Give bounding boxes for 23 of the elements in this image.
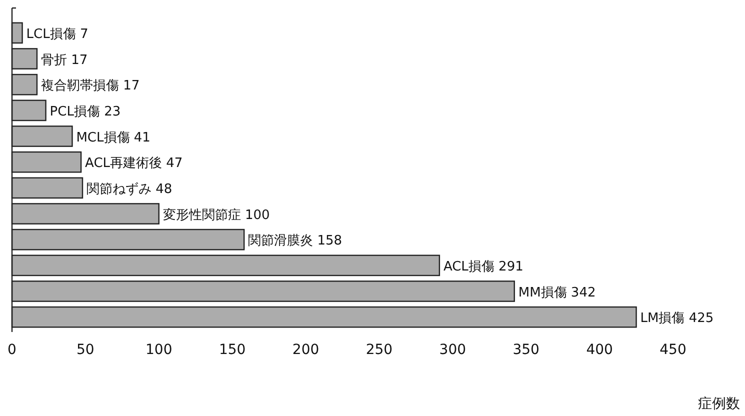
x-tick-label: 100 [146, 342, 172, 358]
data-label: 複合靭帯損傷 17 [40, 78, 140, 94]
x-tick-label: 250 [366, 342, 393, 358]
x-tick-label: 400 [586, 342, 613, 358]
x-tick-label: 300 [439, 342, 466, 358]
x-axis-title: 症例数 [698, 396, 740, 412]
data-label: ACL再建術後 47 [85, 156, 183, 172]
data-label: ACL損傷 291 [443, 259, 524, 274]
x-tick-label: 150 [218, 342, 246, 358]
data-label: 関節滑膜炎 158 [248, 234, 342, 249]
x-tick-label: 0 [8, 342, 16, 358]
data-label: LCL損傷 7 [26, 26, 88, 42]
data-label: LM損傷 425 [640, 311, 714, 326]
data-label: 骨折 17 [40, 52, 88, 68]
x-tick-label: 50 [76, 342, 94, 358]
data-label: MCL損傷 41 [76, 130, 150, 146]
x-tick-label: 200 [292, 342, 320, 358]
data-label: MM損傷 342 [518, 285, 596, 300]
x-tick-label: 350 [512, 342, 540, 358]
x-tick-label: 450 [660, 342, 686, 358]
data-label: 関節ねずみ 48 [86, 182, 172, 197]
data-label: 変形性関節症 100 [162, 206, 270, 223]
data-label: PCL損傷 23 [50, 104, 121, 120]
